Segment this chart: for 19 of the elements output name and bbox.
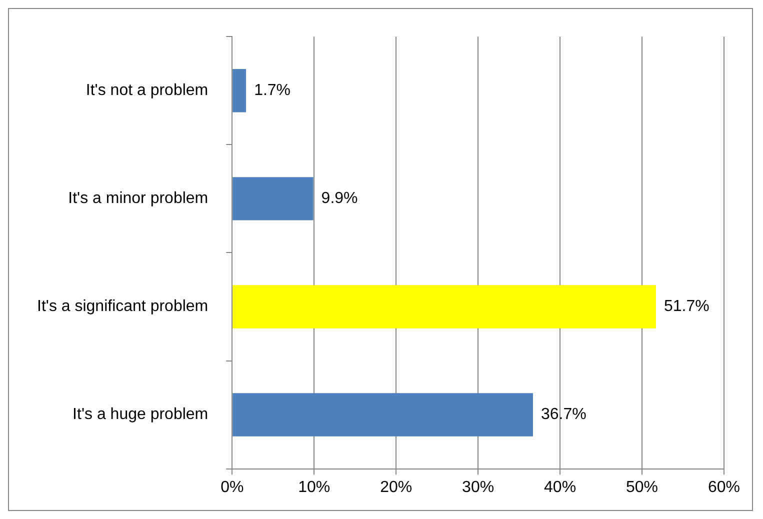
y-tick-label: It's a significant problem xyxy=(36,298,208,316)
x-tick-label: 10% xyxy=(298,478,330,496)
data-label: 36.7% xyxy=(540,406,586,424)
x-tick-label: 40% xyxy=(544,478,576,496)
bar xyxy=(232,285,656,328)
x-tick-label: 30% xyxy=(462,478,494,496)
data-label: 9.9% xyxy=(321,190,358,208)
y-tick-label: It's a huge problem xyxy=(72,406,208,424)
data-label: 51.7% xyxy=(664,298,710,316)
data-label: 1.7% xyxy=(254,82,291,100)
x-tick-label: 50% xyxy=(626,478,658,496)
x-tick-label: 60% xyxy=(708,478,740,496)
x-tick-label: 0% xyxy=(220,478,244,496)
bar xyxy=(232,393,533,436)
bar xyxy=(232,69,246,112)
bar xyxy=(232,177,314,220)
x-tick-label: 20% xyxy=(380,478,412,496)
y-tick-label: It's a minor problem xyxy=(68,190,208,208)
y-tick-label: It's not a problem xyxy=(86,82,208,100)
